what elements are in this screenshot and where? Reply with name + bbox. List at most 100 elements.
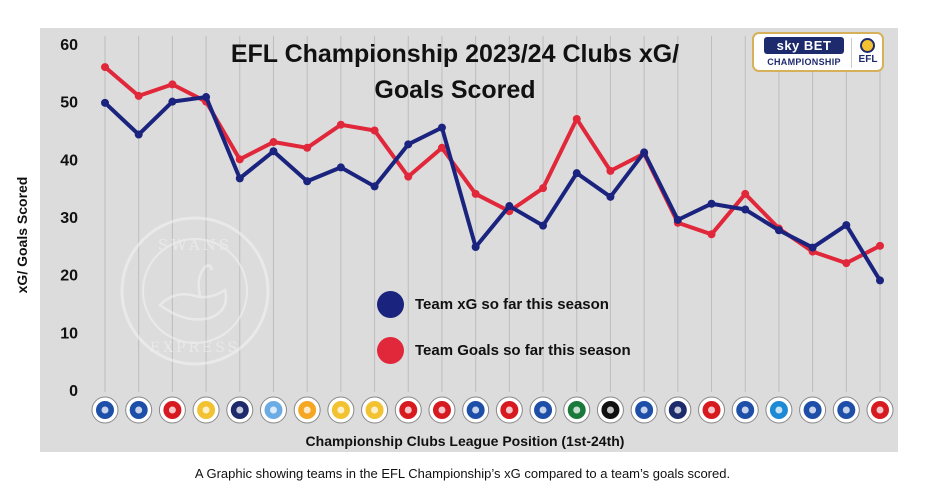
legend-item-xg: Team xG so far this season [377, 290, 631, 318]
y-tick-label: 40 [60, 152, 78, 169]
club-crest-center [606, 406, 614, 414]
club-crest-icon [361, 396, 389, 424]
club-crest-icon [630, 396, 658, 424]
club-crest-center [168, 406, 176, 414]
chart-title-line-1: EFL Championship 2023/24 Clubs xG/ [230, 40, 680, 68]
data-point-goals [370, 126, 379, 135]
data-point-goals [572, 114, 581, 123]
data-point-xg [336, 163, 345, 172]
club-crest-icon [664, 396, 692, 424]
data-point-xg [471, 242, 480, 251]
sky-bet-championship-logo: sky BET CHAMPIONSHIP EFL [752, 32, 884, 72]
watermark-outer-ring [120, 216, 270, 366]
club-crest-center [438, 406, 446, 414]
line-chart: SWANS EXPRESS 0 10 20 30 40 50 60 xG/ Goals Score… [14, 36, 894, 449]
club-crest-center [236, 406, 244, 414]
club-crest-icon [698, 396, 726, 424]
data-point-xg [101, 98, 109, 107]
data-point-goals [269, 138, 278, 147]
club-crest-icon [866, 396, 894, 424]
data-point-xg [876, 276, 884, 285]
data-point-goals [101, 63, 109, 72]
data-point-xg [606, 192, 615, 201]
club-crest-center [876, 406, 884, 414]
data-point-xg [673, 215, 682, 224]
y-tick-label: 60 [60, 37, 78, 54]
data-point-xg [774, 226, 783, 235]
series-line-xg [103, 95, 882, 283]
legend-label-xg: Team xG so far this season [415, 295, 609, 313]
club-crest-center [809, 406, 817, 414]
club-crest-center [101, 406, 109, 414]
club-crest-icon [125, 396, 153, 424]
club-crest-center [674, 406, 682, 414]
club-crest-icon [91, 396, 119, 424]
club-crest-icon [799, 396, 827, 424]
data-point-xg [572, 169, 581, 178]
logo-divider [851, 38, 852, 68]
data-point-goals [606, 166, 615, 175]
club-crest-center [269, 406, 277, 414]
efl-badge-icon [860, 38, 875, 53]
club-crest-center [741, 406, 749, 414]
club-crest-icon [293, 396, 321, 424]
data-point-goals [437, 143, 446, 152]
club-crest-center [775, 406, 783, 414]
y-tick-label: 50 [60, 95, 78, 112]
data-point-goals [134, 91, 143, 100]
swans-express-watermark: SWANS EXPRESS [120, 216, 270, 366]
club-crest-center [404, 406, 412, 414]
y-tick-label: 10 [60, 325, 78, 342]
club-crest-center [573, 406, 581, 414]
y-tick-label: 0 [69, 383, 78, 400]
chart-title: EFL Championship 2023/24 Clubs xG/ Goals… [220, 36, 690, 108]
y-tick-label: 30 [60, 210, 78, 227]
logo-championship-text: CHAMPIONSHIP [767, 57, 841, 67]
data-point-goals [539, 184, 548, 193]
club-crest-center [337, 406, 345, 414]
watermark-inner-ring [142, 238, 248, 344]
data-point-goals [471, 189, 480, 198]
club-crest-icon [327, 396, 355, 424]
legend-swatch-goals [377, 336, 404, 364]
data-point-xg [505, 202, 514, 211]
data-point-goals [303, 143, 312, 152]
data-point-xg [741, 205, 750, 214]
club-crest-icon [563, 396, 591, 424]
club-crest-icon [832, 396, 860, 424]
club-crest-icon [765, 396, 793, 424]
data-point-goals [707, 230, 716, 239]
club-crest-center [539, 406, 547, 414]
club-crest-icon [394, 396, 422, 424]
y-axis-label: xG/ Goals Scored [14, 177, 30, 294]
watermark-text-bottom: EXPRESS [150, 340, 240, 356]
chart-title-line-2: Goals Scored [374, 76, 536, 104]
legend-label-goals: Team Goals so far this season [415, 341, 631, 359]
series-line-goals [103, 65, 882, 266]
chart-legend: Team xG so far this season Team Goals so… [377, 290, 631, 382]
club-crest-icon [462, 396, 490, 424]
club-crest-icon [596, 396, 624, 424]
data-point-goals [876, 241, 884, 250]
data-point-xg [707, 199, 716, 208]
data-point-xg [202, 93, 211, 102]
data-point-goals [842, 259, 851, 268]
data-point-goals [404, 172, 413, 181]
x-axis-label: Championship Clubs League Position (1st-… [306, 433, 625, 449]
data-point-xg [269, 147, 278, 156]
logo-sky-bet-text: sky BET [764, 37, 844, 54]
club-crest-icon [529, 396, 557, 424]
club-crest-center [303, 406, 311, 414]
club-crest-icon [731, 396, 759, 424]
club-crest-center [708, 406, 716, 414]
legend-item-goals: Team Goals so far this season [377, 336, 631, 364]
data-point-xg [134, 130, 143, 139]
club-crest-center [505, 406, 513, 414]
club-crest-icon [259, 396, 287, 424]
swan-icon [158, 264, 228, 321]
legend-swatch-xg [377, 290, 404, 318]
club-crest-center [371, 406, 379, 414]
data-point-xg [168, 97, 177, 106]
data-point-xg [808, 243, 817, 252]
